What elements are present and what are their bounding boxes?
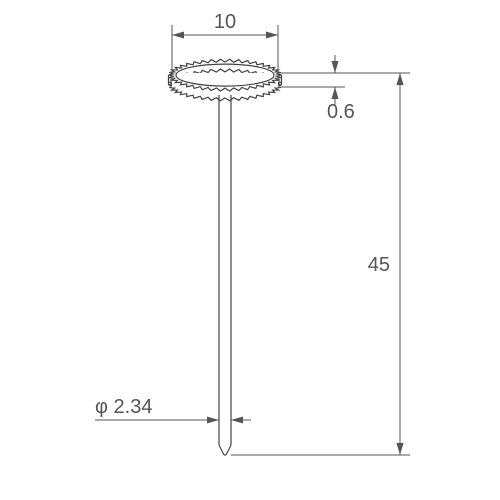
technical-drawing: 10 0.6 45 φ 2.34	[0, 0, 500, 500]
dim-thickness-label: 0.6	[327, 101, 355, 123]
dim-width-label: 10	[214, 11, 236, 33]
dim-shaft-diameter-label: φ 2.34	[95, 396, 152, 418]
dim-length-label: 45	[368, 254, 390, 276]
